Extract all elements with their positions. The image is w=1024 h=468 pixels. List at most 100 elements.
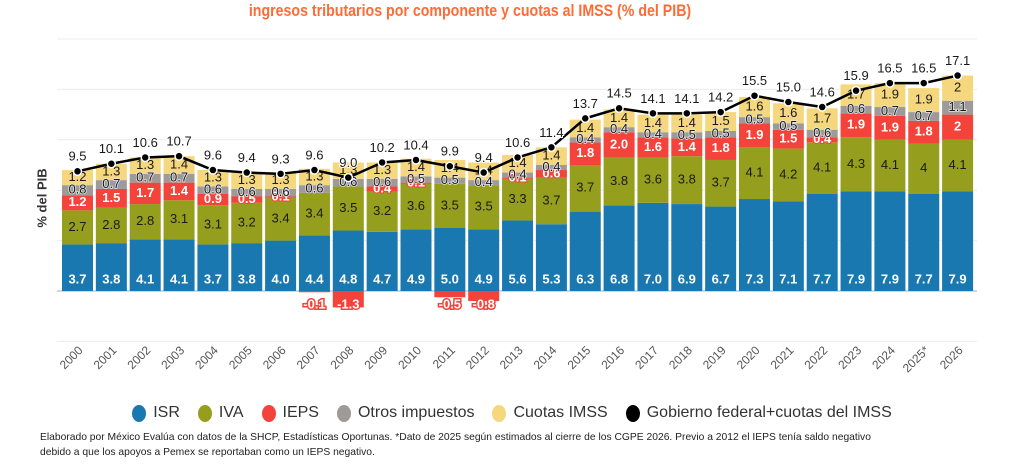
legend-item-isr[interactable]: ISR xyxy=(132,404,180,422)
bar-segment-otros xyxy=(637,132,669,138)
legend-swatch-icon xyxy=(625,404,640,422)
total-point xyxy=(885,78,895,88)
legend-item-ieps[interactable]: IEPS xyxy=(261,404,319,422)
segment-label-isr: 6.9 xyxy=(678,271,696,286)
total-label: 15.5 xyxy=(742,73,767,88)
bar-segment-iva xyxy=(908,143,940,194)
total-label: 14.1 xyxy=(674,91,699,106)
segment-label-ieps: 1.5 xyxy=(102,190,120,205)
total-point xyxy=(106,158,117,169)
segment-label-iva: 4.2 xyxy=(779,167,797,182)
segment-label-iva: 3.8 xyxy=(678,172,696,187)
bar-segment-otros xyxy=(705,130,737,138)
legend-item-iva[interactable]: IVA xyxy=(197,404,244,422)
segment-label-otros: 0.4 xyxy=(576,131,594,146)
x-tick-label: 2024 xyxy=(869,343,898,372)
total-label: 9.5 xyxy=(68,149,86,164)
bar-segment-iva xyxy=(942,139,974,192)
legend-label: Otros impuestos xyxy=(357,404,475,421)
bar-segment-iva xyxy=(603,157,635,206)
total-label: 15.0 xyxy=(776,79,801,94)
x-tick-label: 2006 xyxy=(260,343,289,372)
segment-label-imss: 1.4 xyxy=(407,159,425,174)
total-point xyxy=(309,165,320,175)
segment-label-imss: 1.4 xyxy=(678,115,696,130)
bar-segment-otros xyxy=(265,188,297,197)
segment-label-otros: 0.8 xyxy=(68,182,86,197)
bar-segment-iva xyxy=(468,185,500,230)
legend-item-total[interactable]: Gobierno federal+cuotas del IMSS xyxy=(625,404,892,422)
bar-segment-isr xyxy=(671,204,703,291)
bar-segment-imss xyxy=(231,172,263,189)
total-label: 11.4 xyxy=(539,125,563,140)
bar-segment-ieps xyxy=(366,186,398,192)
bar-segment-imss xyxy=(129,157,161,174)
x-tick-label: 2020 xyxy=(734,343,763,372)
segment-label-iva: 3.7 xyxy=(576,180,594,195)
segment-label-otros: 0.5 xyxy=(712,126,730,141)
segment-label-ieps: 1.8 xyxy=(915,124,933,139)
segment-label-iva: 4 xyxy=(920,160,927,175)
segment-label-ieps: 1.8 xyxy=(576,145,594,160)
total-point xyxy=(546,142,557,153)
bar-segment-ieps xyxy=(806,137,838,143)
bar-segment-imss xyxy=(535,147,567,165)
segment-label-imss: 1.6 xyxy=(779,105,797,120)
segment-label-isr: 6.3 xyxy=(576,271,594,286)
segment-label-isr: 4.9 xyxy=(475,271,493,286)
segment-label-iva: 4.1 xyxy=(881,157,899,172)
bar-segment-otros xyxy=(806,129,838,138)
segment-label-otros: 0.6 xyxy=(305,180,323,195)
total-point xyxy=(242,167,252,178)
bar-segment-imss xyxy=(772,103,804,124)
bar-segment-iva xyxy=(298,192,330,236)
legend-swatch-icon xyxy=(132,404,147,422)
legend-item-cuotas-imss[interactable]: Cuotas IMSS xyxy=(492,404,608,422)
bar-segment-iva xyxy=(434,183,466,228)
segment-label-ieps: -0.8 xyxy=(472,296,494,311)
x-tick-label: 2023 xyxy=(835,343,864,372)
bar-segment-ieps xyxy=(874,115,906,140)
bar-segment-otros xyxy=(298,185,330,193)
total-label: 14.2 xyxy=(708,90,733,105)
legend-label: ISR xyxy=(153,404,180,421)
segment-label-otros: 0.6 xyxy=(204,182,222,197)
total-label: 10.6 xyxy=(133,135,158,150)
bar-segment-ieps xyxy=(332,291,364,308)
segment-label-isr: 7.7 xyxy=(915,271,933,286)
segment-label-ieps: -1.3 xyxy=(337,296,359,311)
bar-segment-imss xyxy=(739,96,770,118)
bar-segment-otros xyxy=(366,178,398,187)
total-point xyxy=(445,161,455,172)
x-tick-label: 2016 xyxy=(598,343,627,372)
x-tick-label: 2012 xyxy=(463,343,492,372)
x-tick-label: 2018 xyxy=(666,343,695,372)
bar-segment-otros xyxy=(569,137,601,143)
bar-segment-isr xyxy=(840,191,872,291)
segment-label-ieps: 1.4 xyxy=(170,183,189,198)
bar-segment-iva xyxy=(231,202,263,244)
segment-label-iva: 3.7 xyxy=(712,175,730,190)
bar-segment-iva xyxy=(129,204,161,240)
segment-label-ieps: 0.4 xyxy=(813,131,832,146)
bar-segment-ieps xyxy=(739,123,770,148)
bar-segment-otros xyxy=(739,117,770,124)
legend: ISR IVA IEPS Otros impuestos Cuotas IMSS… xyxy=(0,401,1024,425)
bar-segment-ieps xyxy=(569,142,601,165)
total-label: 9.6 xyxy=(204,147,222,162)
segment-label-ieps: 1.5 xyxy=(779,131,797,146)
legend-item-otros[interactable]: Otros impuestos xyxy=(336,404,475,422)
segment-label-iva: 4.1 xyxy=(745,165,763,180)
bar-segment-isr xyxy=(908,193,940,291)
bar-segment-iva xyxy=(671,156,703,205)
bar-segment-isr xyxy=(535,224,567,291)
segment-label-otros: 0.5 xyxy=(745,112,763,127)
bar-segment-imss xyxy=(95,163,127,181)
bar-segment-ieps xyxy=(163,182,195,201)
segment-label-isr: 5.6 xyxy=(509,271,527,286)
segment-label-otros: 0.7 xyxy=(136,170,154,185)
segment-label-iva: 3.4 xyxy=(305,206,323,221)
segment-label-imss: 1.9 xyxy=(915,92,933,107)
bar-segment-otros xyxy=(62,185,93,196)
segment-label-isr: 7.0 xyxy=(644,271,662,286)
